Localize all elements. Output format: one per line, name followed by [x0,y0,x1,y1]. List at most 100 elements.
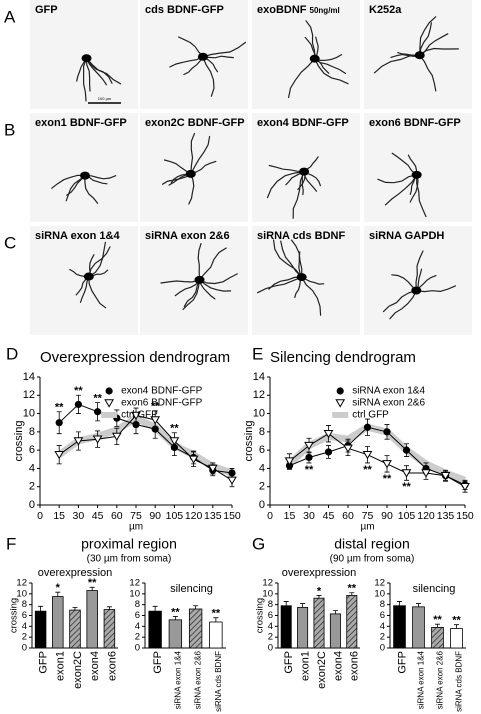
dendrite [169,56,204,68]
significance-mark: * [317,585,322,597]
dendrite [188,173,195,205]
error-bar [300,603,306,608]
x-axis-label: µm [129,522,143,533]
image-background [30,113,138,222]
panel-letter: A [4,7,16,26]
significance-mark: ** [151,401,160,413]
x-tick-label: 60 [342,510,354,522]
legend-label: siRNA exon 2&6 [352,398,425,409]
y-tick-label: 4 [135,621,140,632]
dendrite [198,273,238,285]
image-label: exon2C BDNF-GFP [145,117,245,129]
marker [227,476,237,485]
bar [34,610,47,649]
marker [305,453,313,462]
significance-mark: ** [433,614,442,626]
y-tick-label: 6 [268,610,273,621]
dendrite [292,171,305,219]
error-bar [397,601,402,606]
dendrite [419,22,432,56]
image-label: siRNA exon 2&6 [145,230,230,242]
marker [402,446,411,454]
marker [382,460,392,469]
x-tick-label: exon6 [106,651,118,681]
x-tick-label: 150 [223,510,241,522]
x-tick-label: 30 [73,510,85,522]
marker [54,451,65,460]
y-tick-label: 2 [259,481,265,493]
y-tick-label: 14 [253,371,265,383]
marker [336,387,344,395]
x-tick-label: siRNA exon 2&6 [194,650,203,709]
y-tick-label: 4 [259,462,265,474]
dendrite [183,56,204,76]
error-bar [72,606,78,611]
panel-letter: B [4,120,15,139]
marker [401,469,412,478]
panel-letter: E [252,344,263,363]
y-tick-label: 0 [268,643,273,654]
y-tick-label: 14 [23,371,35,383]
legend-label: exon6 BDNF-GFP [121,398,202,409]
subplot-label: overexpression [38,567,113,579]
image-background [30,0,138,109]
x-tick-label: 30 [303,510,315,522]
legend-label: ctrl GFP [352,410,389,421]
y-tick-label: 8 [259,426,265,438]
y-tick-label: 10 [374,588,385,599]
x-tick-label: GFP [283,651,295,674]
chart-title: Silencing dendrogram [270,349,416,366]
marker [421,469,431,478]
y-tick-label: 4 [268,621,273,632]
marker [111,432,122,442]
image-background [364,226,472,335]
image-label: cds BDNF-GFP [145,4,224,16]
dendrite [85,57,107,86]
micrograph [140,0,248,109]
marker [92,435,103,444]
bar [209,621,223,649]
significance-mark: ** [452,615,461,627]
image-label: siRNA cds BDNF [257,230,345,242]
y-tick-label: 2 [268,632,273,643]
series-line [289,433,466,488]
subplot-label: silencing [413,583,456,595]
marker [440,472,451,481]
panel-letter: C [4,233,16,252]
soma [411,286,422,295]
dendrite [382,289,417,313]
x-tick-label: GFP [396,651,408,674]
dendrite [391,152,418,176]
micrograph [140,226,248,335]
marker [460,483,470,492]
series-line [58,414,233,481]
image-background [30,226,138,335]
y-tick-label: 6 [259,444,265,456]
x-tick-label: 120 [185,510,203,522]
dendrite [384,174,418,206]
soma [197,52,208,61]
bar [86,590,98,649]
dendrite [415,285,456,293]
bar [297,606,309,649]
significance-mark: ** [305,464,314,476]
x-tick-label: 135 [437,510,455,522]
error-bar [152,605,158,612]
error-bar [106,606,112,610]
x-tick-label: siRNA exon 1&4 [417,650,426,709]
y-tick-label: 12 [374,578,385,589]
marker [335,399,346,408]
panel-letter: F [6,534,16,553]
marker [131,411,141,420]
legend-label: ctrl GFP [121,410,158,421]
dendrite [314,58,346,74]
y-tick-label: 0 [259,499,265,511]
marker [105,387,113,395]
y-tick-label: 12 [23,389,35,401]
dendrite [182,279,201,310]
x-tick-label: 105 [398,510,416,522]
bar [431,627,444,649]
x-tick-label: exon2C [316,651,328,689]
soma [414,51,425,60]
